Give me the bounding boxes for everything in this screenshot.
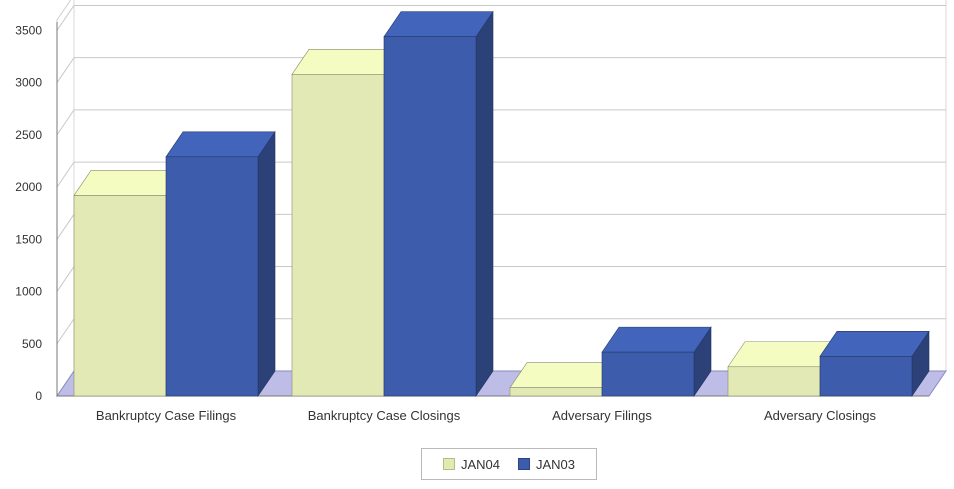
x-tick-label: Bankruptcy Case Closings	[308, 408, 461, 423]
bar	[727, 366, 821, 397]
y-tick-label: 500	[22, 337, 42, 351]
y-tick-label: 1000	[15, 285, 42, 299]
y-tick-label: 1500	[15, 232, 42, 246]
legend-item-series-2: JAN03	[518, 457, 575, 472]
legend-swatch-series-1	[442, 458, 455, 470]
gridline-side	[56, 161, 75, 188]
legend-label-series-1: JAN04	[460, 456, 500, 472]
gridline-side	[56, 57, 75, 83]
bar	[601, 351, 695, 397]
bar	[819, 356, 913, 397]
x-tick-label: Adversary Filings	[552, 408, 652, 423]
legend-swatch-series-2	[518, 458, 530, 470]
bar-top	[383, 11, 494, 38]
bar	[383, 36, 477, 397]
bar-top	[165, 131, 276, 158]
gridline-side	[56, 109, 75, 136]
chart-legend: JAN04 JAN03	[421, 448, 597, 480]
bar-top	[601, 326, 712, 353]
bar-side	[475, 10, 494, 397]
bar-side	[257, 130, 276, 397]
y-tick-label: 2500	[15, 128, 42, 142]
gridline-side	[56, 318, 75, 345]
x-tick-label: Bankruptcy Case Filings	[96, 408, 237, 423]
bar	[291, 74, 385, 397]
gridline-side	[56, 266, 75, 292]
x-tick-label: Adversary Closings	[764, 408, 876, 423]
gridline-side	[56, 214, 75, 240]
y-tick-label: 0	[35, 389, 42, 403]
bar	[509, 387, 603, 397]
bar	[165, 156, 259, 397]
y-tick-label: 3000	[15, 76, 42, 90]
bar-top	[819, 331, 930, 357]
legend-label-series-2: JAN03	[536, 456, 576, 472]
bar	[73, 195, 167, 397]
legend-item-series-1: JAN04	[442, 456, 500, 472]
gridline-side	[56, 5, 75, 31]
side-wall	[56, 0, 75, 398]
y-tick-label: 3500	[15, 23, 42, 37]
y-tick-label: 2000	[15, 180, 42, 194]
